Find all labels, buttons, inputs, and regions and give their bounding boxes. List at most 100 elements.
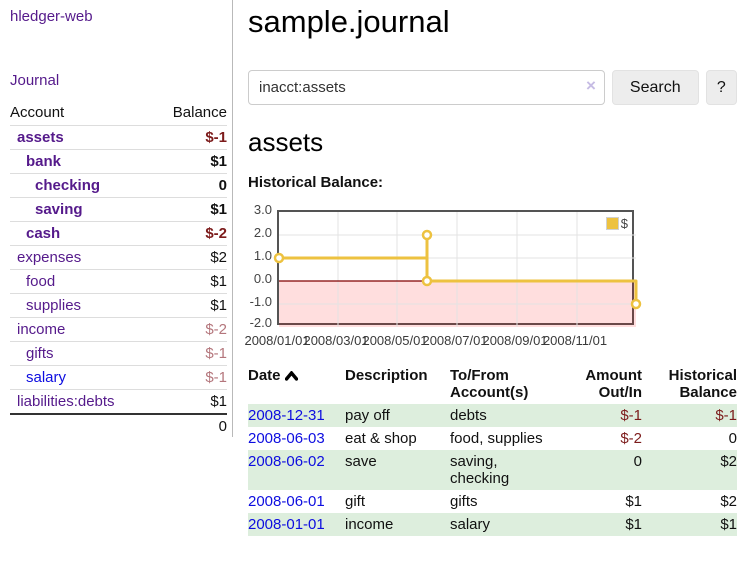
register-header-amount: Amount Out/In <box>585 367 642 401</box>
register-header-date[interactable]: Date <box>248 364 345 404</box>
transaction-accounts: salary <box>450 513 565 536</box>
account-balance: $1 <box>152 269 227 294</box>
legend-label: $ <box>620 216 628 231</box>
account-link-food[interactable]: food <box>26 273 56 290</box>
search-input[interactable] <box>248 70 605 105</box>
page-title: sample.journal <box>248 4 450 39</box>
account-link-bank[interactable]: bank <box>26 153 62 170</box>
account-link-assets[interactable]: assets <box>17 129 64 146</box>
chart-title: Historical Balance: <box>248 174 384 191</box>
register-row: 2008-12-31 pay off debts $-1 $-1 <box>248 404 737 427</box>
account-link-expenses[interactable]: expenses <box>17 249 82 266</box>
x-tick: 2008/09/01 <box>482 333 548 348</box>
register-row: 2008-06-01 gift gifts $1 $2 <box>248 490 737 513</box>
y-tick: 1.0 <box>253 248 272 263</box>
account-row: saving $1 <box>10 197 227 222</box>
account-balance: $-1 <box>152 341 227 366</box>
account-balance: $-1 <box>152 365 227 390</box>
clear-search-icon[interactable]: × <box>585 76 596 95</box>
transaction-amount: 0 <box>565 450 642 490</box>
transaction-amount: $1 <box>565 513 642 536</box>
search-button[interactable]: Search <box>611 70 699 105</box>
account-row: cash $-2 <box>10 221 227 246</box>
account-row: bank $1 <box>10 149 227 174</box>
transaction-description: save <box>345 450 450 490</box>
account-balance: $-2 <box>152 221 227 246</box>
chart-legend: $ <box>605 216 628 231</box>
account-balance: $2 <box>152 245 227 270</box>
account-link-income[interactable]: income <box>17 321 66 338</box>
transaction-accounts: debts <box>450 404 565 427</box>
x-tick: 2008/03/01 <box>303 333 369 348</box>
transaction-balance: $2 <box>720 493 737 510</box>
transaction-date-link[interactable]: 2008-06-01 <box>248 493 325 510</box>
account-row: liabilities:debts $1 <box>10 389 227 414</box>
legend-swatch-icon <box>605 217 619 230</box>
account-link-gifts[interactable]: gifts <box>26 345 54 362</box>
account-link-supplies[interactable]: supplies <box>26 297 82 314</box>
transaction-date-link[interactable]: 2008-06-03 <box>248 430 325 447</box>
account-balance: $1 <box>152 197 227 222</box>
account-link-saving[interactable]: saving <box>35 201 83 218</box>
account-row: supplies $1 <box>10 293 227 318</box>
search-form: × Search ? <box>248 70 737 105</box>
register-header-balance: Historical Balance <box>668 367 737 401</box>
balance-line <box>279 233 638 304</box>
help-button[interactable]: ? <box>705 70 737 105</box>
transaction-description: gift <box>345 493 366 510</box>
transaction-amount: $-1 <box>565 404 642 427</box>
main-content: sample.journal × Search ? assets Histori… <box>233 0 742 582</box>
x-tick: 2008/01/01 <box>244 333 310 348</box>
y-tick: -1.0 <box>249 294 272 309</box>
account-balance: $-2 <box>152 317 227 342</box>
transaction-amount: $1 <box>625 493 642 510</box>
account-heading: assets <box>248 127 324 157</box>
accounts-total: 0 <box>152 413 227 438</box>
register-row: 2008-01-01 income salary $1 $1 <box>248 513 737 536</box>
y-tick: 2.0 <box>253 225 272 240</box>
transaction-balance: $1 <box>642 513 737 536</box>
transaction-date-link[interactable]: 2008-06-02 <box>248 453 325 470</box>
sidebar-item-journal[interactable]: Journal <box>10 72 60 89</box>
data-point-markers <box>273 229 642 310</box>
transaction-accounts: gifts <box>450 493 478 510</box>
register-row: 2008-06-02 save saving, checking 0 $2 <box>248 450 737 490</box>
account-link-salary[interactable]: salary <box>26 369 67 386</box>
accounts-header-account: Account <box>10 104 65 121</box>
account-balance: $-1 <box>152 125 227 150</box>
register-header-accounts: To/From Account(s) <box>450 367 529 401</box>
account-link-checking[interactable]: checking <box>35 177 101 194</box>
transaction-description: pay off <box>345 404 450 427</box>
x-tick: 2008/05/01 <box>362 333 428 348</box>
accounts-header-balance: Balance <box>172 104 227 121</box>
transaction-description: eat & shop <box>345 430 417 447</box>
chart-plot-area: $ <box>273 210 642 327</box>
transaction-description: income <box>345 513 450 536</box>
chart-canvas <box>273 212 642 327</box>
account-balance: 0 <box>152 173 227 198</box>
account-row: salary $-1 <box>10 365 227 390</box>
transaction-amount: $-2 <box>620 430 642 447</box>
register-row: 2008-06-03 eat & shop food, supplies $-2… <box>248 427 737 450</box>
transaction-date-link[interactable]: 2008-12-31 <box>248 407 325 424</box>
account-row: expenses $2 <box>10 245 227 270</box>
transaction-date-link[interactable]: 2008-01-01 <box>248 516 325 533</box>
account-row: assets $-1 <box>10 125 227 150</box>
app-title-link[interactable]: hledger-web <box>10 8 93 25</box>
transaction-balance: $-1 <box>642 404 737 427</box>
transaction-accounts: saving, checking <box>450 450 565 490</box>
account-balance: $1 <box>152 149 227 174</box>
y-tick: 3.0 <box>253 202 272 217</box>
historical-balance-chart: 3.0 2.0 1.0 0.0 -1.0 -2.0 <box>244 203 737 351</box>
account-link-liabilities-debts[interactable]: liabilities:debts <box>17 393 115 410</box>
account-link-cash[interactable]: cash <box>26 225 61 242</box>
x-tick: 2008/07/01 <box>422 333 488 348</box>
account-row: checking 0 <box>10 173 227 198</box>
account-row: food $1 <box>10 269 227 294</box>
accounts-table: Account Balance assets $-1 bank $1 check… <box>10 101 227 438</box>
account-row: gifts $-1 <box>10 341 227 366</box>
account-row: income $-2 <box>10 317 227 342</box>
register-header-description: Description <box>345 367 428 384</box>
accounts-total-row: 0 <box>10 413 227 438</box>
account-balance: $1 <box>152 389 227 414</box>
